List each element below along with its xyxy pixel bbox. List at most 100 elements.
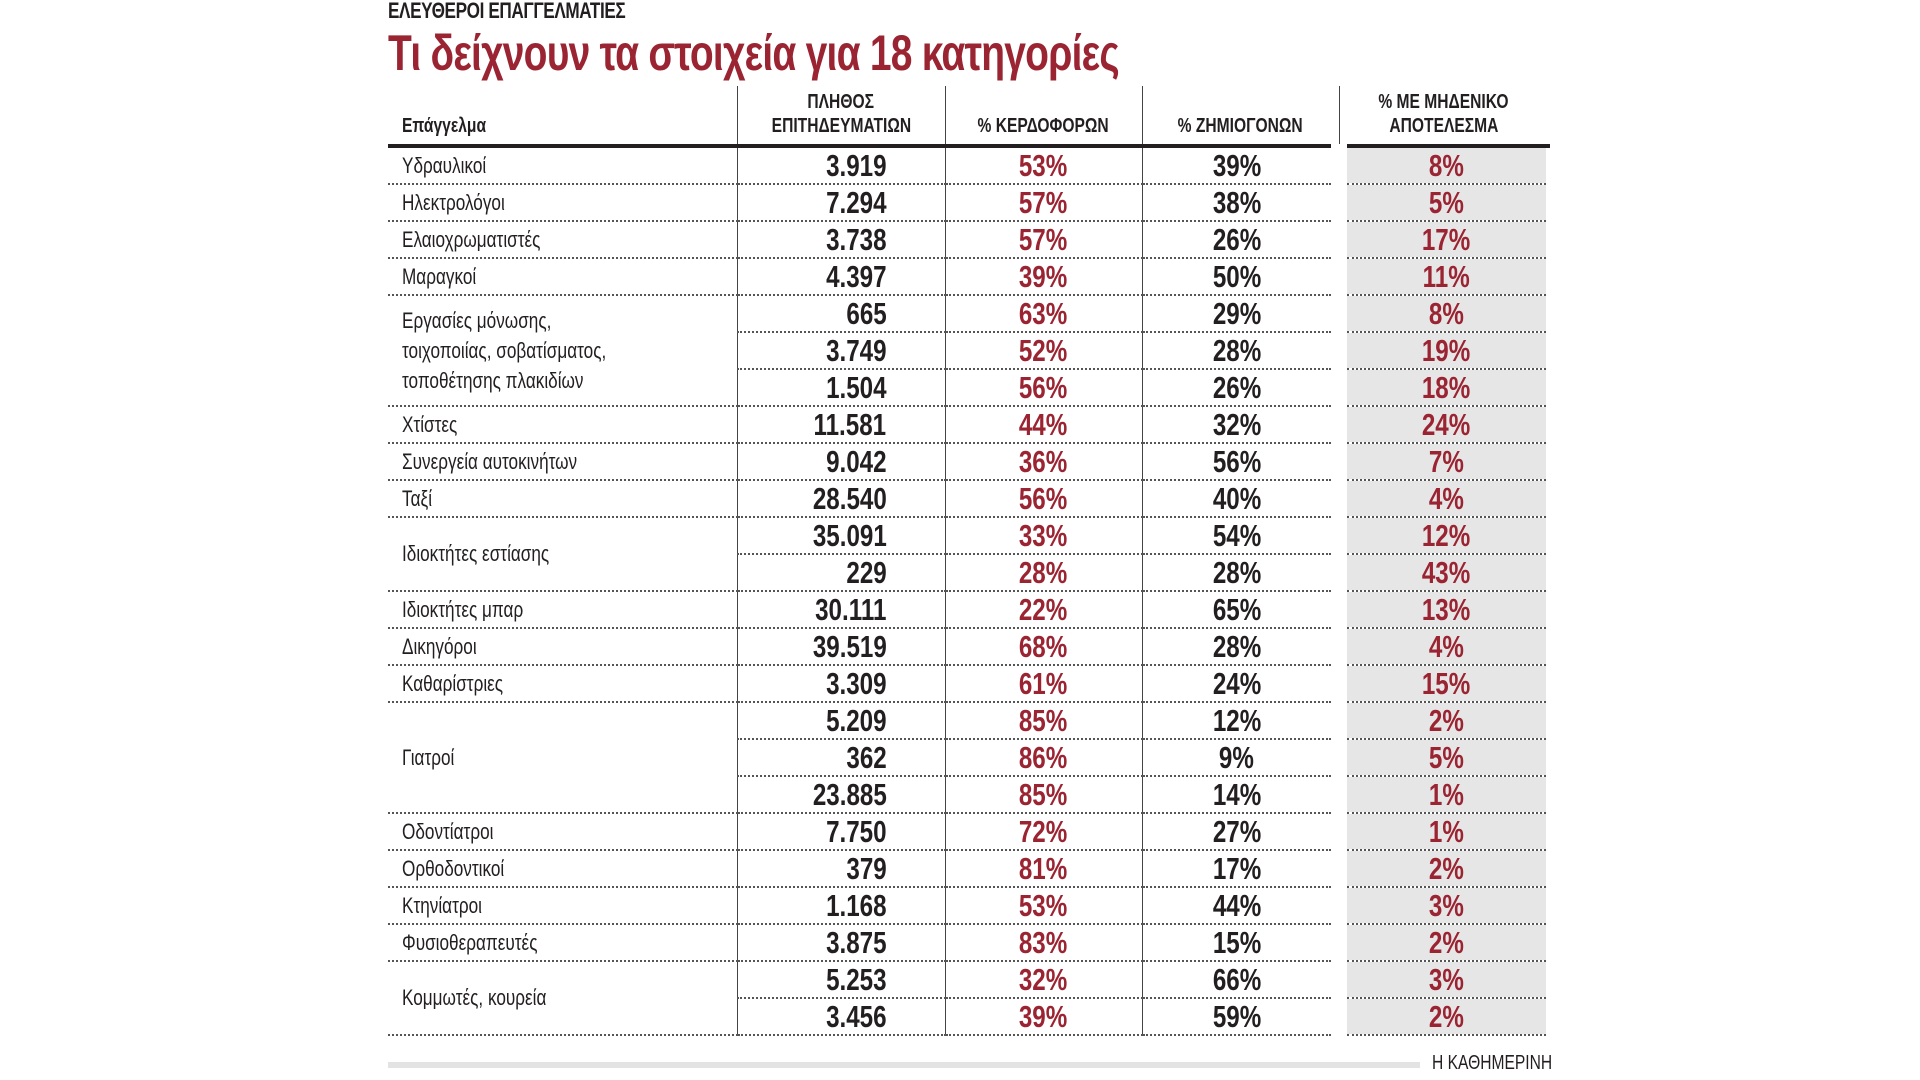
profession-name-text: Ορθοδοντικοί — [402, 855, 505, 881]
profit-cell: 33% — [944, 517, 1142, 555]
profit-value: 33% — [1019, 518, 1068, 553]
zero-cell: 4% — [1331, 628, 1550, 666]
count-cell: 11.581 — [736, 406, 945, 444]
loss-value: 32% — [1212, 407, 1261, 442]
count-cell: 3.309 — [736, 665, 945, 703]
count-cell: 30.111 — [736, 591, 945, 629]
profession-name: Κτηνίατροι — [388, 887, 737, 925]
count-value: 665 — [846, 296, 887, 331]
profession-name: Ελαιοχρωματιστές — [388, 221, 737, 259]
profit-cell: 68% — [944, 628, 1142, 666]
loss-value: 27% — [1212, 814, 1261, 849]
loss-value: 56% — [1212, 444, 1261, 479]
zero-value: 5% — [1429, 740, 1464, 775]
profession-name-text: Φυσιοθεραπευτές — [402, 929, 538, 955]
count-cell: 5.253 — [736, 961, 945, 999]
profession-name: Υδραυλικοί — [388, 146, 737, 185]
zero-value: 4% — [1429, 481, 1464, 516]
zero-value: 43% — [1422, 555, 1471, 590]
loss-value: 29% — [1212, 296, 1261, 331]
zero-cell: 2% — [1331, 702, 1550, 740]
profit-value: 36% — [1019, 444, 1068, 479]
zero-cell: 1% — [1331, 776, 1550, 814]
loss-cell: 17% — [1141, 850, 1339, 888]
count-cell: 7.750 — [736, 813, 945, 851]
table-row: 229 28% 28% 43% — [388, 554, 1550, 592]
table-row: Ταξί 28.540 56% 40% 4% — [388, 480, 1550, 518]
loss-cell: 54% — [1141, 517, 1339, 555]
loss-value: 28% — [1212, 629, 1261, 664]
table-header: Επάγγελμα ΠΛΗΘΟΣ ΕΠΙΤΗΔΕΥΜΑΤΙΩΝ % ΚΕΡΔΟΦΟ… — [388, 86, 1548, 148]
zero-cell: 43% — [1331, 554, 1550, 592]
zero-cell: 12% — [1331, 517, 1550, 555]
loss-cell: 65% — [1141, 591, 1339, 629]
count-value: 379 — [846, 851, 887, 886]
zero-value: 19% — [1422, 333, 1471, 368]
zero-value: 2% — [1429, 925, 1464, 960]
count-cell: 35.091 — [736, 517, 945, 555]
profit-value: 52% — [1019, 333, 1068, 368]
profession-name-text: Συνεργεία αυτοκινήτων — [402, 448, 578, 474]
table-row: Κομμωτές, κουρεία 5.253 32% 66% 3% — [388, 961, 1550, 1036]
table-row: Εργασίες μόνωσης, τοιχοποιίας, σοβατίσματ… — [388, 295, 1550, 407]
profit-value: 83% — [1019, 925, 1068, 960]
table-row: Υδραυλικοί 3.919 53% 39% 8% — [388, 146, 1550, 185]
count-cell: 3.738 — [736, 221, 945, 259]
loss-cell: 29% — [1141, 295, 1339, 333]
source-credit: Η ΚΑΘΗΜΕΡΙΝΗ — [1432, 1052, 1553, 1074]
profit-cell: 57% — [944, 184, 1142, 222]
profession-name: Εργασίες μόνωσης, τοιχοποιίας, σοβατίσματ… — [388, 295, 737, 407]
profit-cell: 39% — [944, 258, 1142, 296]
zero-value: 15% — [1422, 666, 1471, 701]
zero-cell: 5% — [1331, 739, 1550, 777]
table-row: Καθαρίστριες 3.309 61% 24% 15% — [388, 665, 1550, 703]
count-value: 39.519 — [812, 629, 887, 664]
loss-value: 26% — [1212, 222, 1261, 257]
count-value: 3.738 — [825, 222, 887, 257]
profit-value: 68% — [1019, 629, 1068, 664]
table-row: Ελαιοχρωματιστές 3.738 57% 26% 17% — [388, 221, 1550, 259]
loss-value: 54% — [1212, 518, 1261, 553]
count-cell: 23.885 — [736, 776, 945, 814]
profession-name-text: Οδοντίατροι — [402, 818, 494, 844]
zero-cell: 18% — [1331, 369, 1550, 407]
zero-cell: 15% — [1331, 665, 1550, 703]
profit-value: 56% — [1019, 370, 1068, 405]
count-cell: 1.504 — [736, 369, 945, 407]
table-row: Χτίστες 11.581 44% 32% 24% — [388, 406, 1550, 444]
profession-name: Μαραγκοί — [388, 258, 737, 296]
loss-cell: 12% — [1141, 702, 1339, 740]
profit-cell: 32% — [944, 961, 1142, 999]
profession-name-text: Καθαρίστριες — [402, 670, 504, 696]
profit-value: 63% — [1019, 296, 1068, 331]
loss-value: 28% — [1212, 333, 1261, 368]
profession-name-text: Κτηνίατροι — [402, 892, 482, 918]
table-row: 3.456 39% 59% 2% — [388, 998, 1550, 1036]
zero-cell: 4% — [1331, 480, 1550, 518]
loss-value: 66% — [1212, 962, 1261, 997]
profit-value: 85% — [1019, 777, 1068, 812]
profit-value: 39% — [1019, 999, 1068, 1034]
loss-cell: 24% — [1141, 665, 1339, 703]
profession-name-line: τοιχοποιίας, σοβατίσματος, — [402, 337, 607, 363]
loss-cell: 28% — [1141, 628, 1339, 666]
count-value: 28.540 — [812, 481, 887, 516]
zero-value: 5% — [1429, 185, 1464, 220]
loss-value: 59% — [1212, 999, 1261, 1034]
profit-value: 53% — [1019, 888, 1068, 923]
zero-cell: 8% — [1331, 295, 1550, 333]
header-count: ΠΛΗΘΟΣ ΕΠΙΤΗΔΕΥΜΑΤΙΩΝ — [736, 86, 945, 148]
loss-cell: 50% — [1141, 258, 1339, 296]
profession-name-text: Ταξί — [402, 485, 433, 511]
zero-cell: 3% — [1331, 887, 1550, 925]
profit-cell: 81% — [944, 850, 1142, 888]
profit-cell: 22% — [944, 591, 1142, 629]
profit-value: 44% — [1019, 407, 1068, 442]
profit-value: 28% — [1019, 555, 1068, 590]
profession-name-text: Ιδιοκτήτες μπαρ — [402, 596, 524, 622]
zero-cell: 13% — [1331, 591, 1550, 629]
loss-cell: 40% — [1141, 480, 1339, 518]
profit-cell: 56% — [944, 369, 1142, 407]
count-value: 5.209 — [825, 703, 887, 738]
profit-cell: 83% — [944, 924, 1142, 962]
